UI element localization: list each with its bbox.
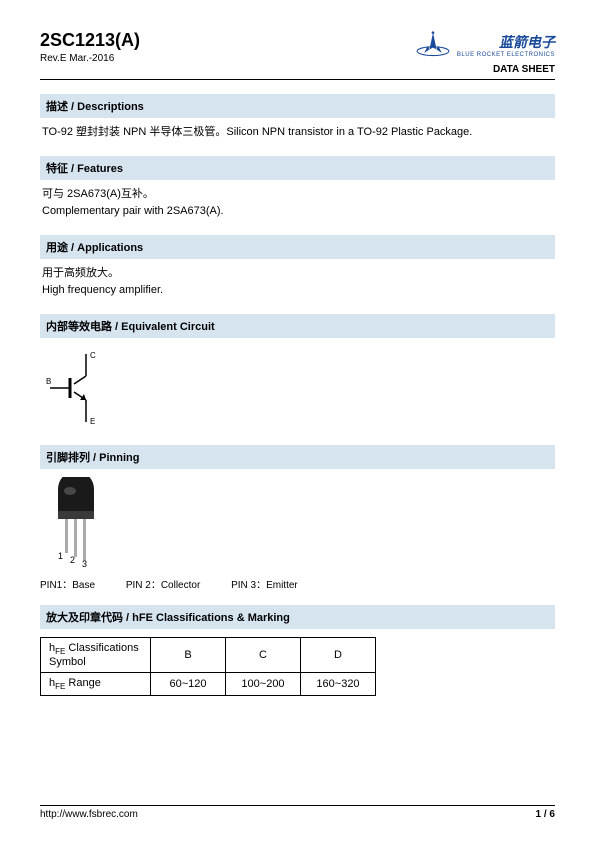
logo-text-block: 蓝箭电子 BLUE ROCKET ELECTRONICS (457, 32, 555, 58)
pin-num-3: 3 (82, 559, 87, 567)
hfe-col-c: C (226, 637, 301, 672)
pin-labels-row: PIN1：Base PIN 2：Collector PIN 3：Emitter (40, 576, 555, 591)
hfe-col-d: D (301, 637, 376, 672)
applications-text-cn: 用于高频放大。 (42, 265, 555, 283)
hfe-range-label: hFE Range (41, 673, 151, 696)
section-eqcircuit-header: 内部等效电路 / Equivalent Circuit (40, 314, 555, 338)
title-block: 2SC1213(A) Rev.E Mar.-2016 (40, 30, 140, 64)
hfe-range-c: 100~200 (226, 673, 301, 696)
label-e: E (90, 417, 95, 426)
footer-page: 1 / 6 (536, 809, 555, 820)
page-header: 2SC1213(A) Rev.E Mar.-2016 蓝箭电子 BLUE ROC… (40, 30, 555, 80)
section-descriptions-header: 描述 / Descriptions (40, 94, 555, 118)
part-number: 2SC1213(A) (40, 30, 140, 51)
pin-num-1: 1 (58, 551, 63, 561)
pin-num-2: 2 (70, 555, 75, 565)
logo-text-cn: 蓝箭电子 (457, 32, 555, 52)
revision: Rev.E Mar.-2016 (40, 53, 140, 64)
logo-row: 蓝箭电子 BLUE ROCKET ELECTRONICS (415, 30, 555, 60)
rocket-logo-icon (415, 30, 451, 60)
hfe-class-label: hFE Classifications Symbol (41, 637, 151, 672)
section-descriptions-body: TO-92 塑封封装 NPN 半导体三极管。Silicon NPN transi… (40, 124, 555, 142)
equivalent-circuit-diagram: C B E (44, 348, 555, 431)
datasheet-label: DATA SHEET (415, 64, 555, 75)
footer-url: http://www.fsbrec.com (40, 809, 138, 820)
section-hfe-header: 放大及印章代码 / hFE Classifications & Marking (40, 605, 555, 629)
pin3-label: PIN 3：Emitter (231, 580, 298, 591)
page-footer: http://www.fsbrec.com 1 / 6 (40, 805, 555, 820)
applications-text-en: High frequency amplifier. (42, 282, 555, 300)
section-pinning-header: 引脚排列 / Pinning (40, 445, 555, 469)
pin2-label: PIN 2：Collector (126, 580, 200, 591)
pin1-label: PIN1：Base (40, 580, 95, 591)
section-features-body: 可与 2SA673(A)互补。 Complementary pair with … (40, 186, 555, 221)
logo-text-en: BLUE ROCKET ELECTRONICS (457, 52, 555, 58)
section-applications-body: 用于高频放大。 High frequency amplifier. (40, 265, 555, 300)
hfe-table: hFE Classifications Symbol B C D hFE Ran… (40, 637, 376, 696)
features-text-cn: 可与 2SA673(A)互补。 (42, 186, 555, 204)
section-features-header: 特征 / Features (40, 156, 555, 180)
label-c: C (90, 351, 96, 360)
hfe-range-d: 160~320 (301, 673, 376, 696)
hfe-col-b: B (151, 637, 226, 672)
features-text-en: Complementary pair with 2SA673(A). (42, 203, 555, 221)
pinning-diagram: 1 2 3 (40, 477, 555, 570)
label-b: B (46, 377, 51, 386)
logo-block: 蓝箭电子 BLUE ROCKET ELECTRONICS DATA SHEET (415, 30, 555, 75)
table-row: hFE Range 60~120 100~200 160~320 (41, 673, 376, 696)
hfe-range-b: 60~120 (151, 673, 226, 696)
table-row: hFE Classifications Symbol B C D (41, 637, 376, 672)
section-applications-header: 用途 / Applications (40, 235, 555, 259)
